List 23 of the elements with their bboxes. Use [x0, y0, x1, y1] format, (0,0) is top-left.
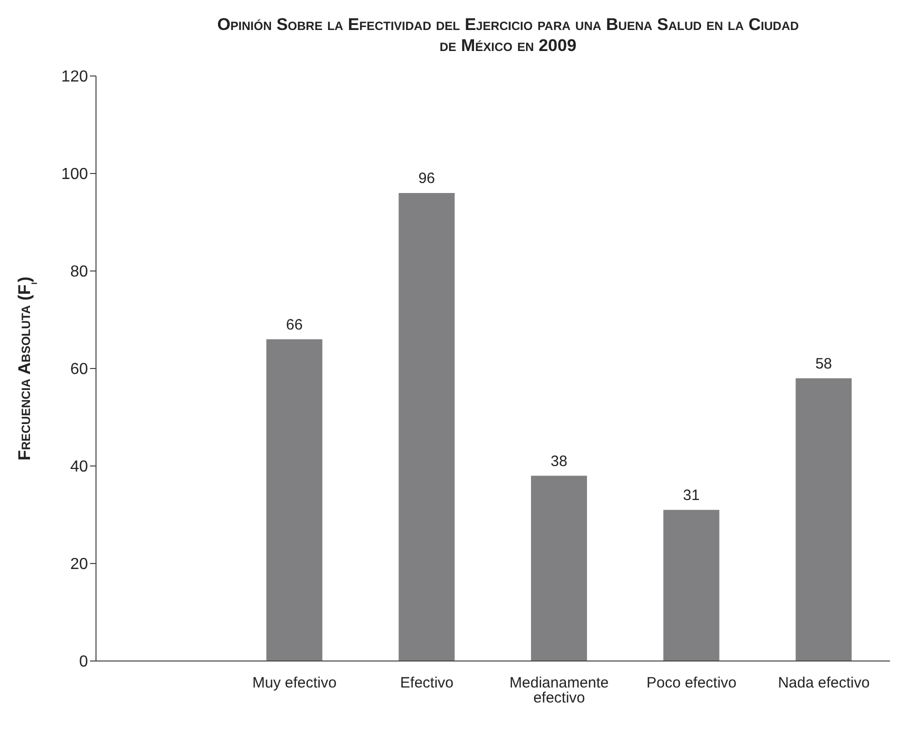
data-label: 58 [815, 355, 832, 372]
data-label: 66 [286, 316, 303, 334]
y-tick-label: 80 [70, 264, 88, 281]
bar [266, 339, 322, 661]
data-label: 96 [418, 170, 436, 187]
x-tick-label: Poco efectivo [646, 674, 737, 692]
y-tick-label: 60 [70, 361, 88, 378]
y-tick-label: 20 [70, 556, 88, 574]
x-tick-label: Medianamente efectivo [510, 674, 609, 707]
y-tick-label: 100 [61, 166, 88, 184]
y-tick-label: 40 [70, 458, 88, 476]
data-label: 31 [682, 486, 700, 504]
y-tick-label: 120 [61, 68, 88, 86]
x-tick-label: Nada efectivo [778, 674, 870, 692]
bar [531, 476, 587, 661]
x-tick-label: Efectivo [400, 674, 454, 692]
chart-title: Opinión Sobre la Efectividad del Ejercicio para una Buena Salud en la Ciudad de México en 2009 [216, 14, 800, 56]
bar [796, 378, 852, 661]
bar [398, 193, 455, 661]
bar [663, 510, 720, 661]
data-label: 38 [550, 452, 568, 470]
x-tick-label: Muy efectivo [252, 674, 337, 692]
y-tick-label: 0 [79, 654, 88, 671]
